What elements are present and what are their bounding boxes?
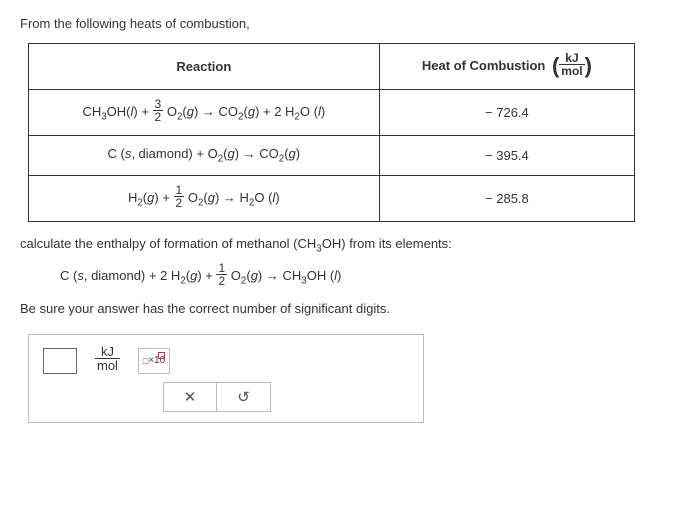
prompt-chem: (CH3OH) [293,236,345,251]
table-header-row: Reaction Heat of Combustion ( kJ mol ) [29,44,635,90]
clear-button[interactable]: ✕ [163,382,217,412]
heat-label: Heat of Combustion [422,58,546,73]
reset-icon: ↺ [237,388,250,406]
target-reaction: C (s, diamond) + 2 H2(g) + 12 O2(g) → CH… [60,264,680,289]
prompt-pre: calculate the enthalpy of formation of m… [20,236,293,251]
reactions-table: Reaction Heat of Combustion ( kJ mol ) C… [28,43,635,222]
heat-cell: − 395.4 [379,136,635,176]
answer-area: kJ mol □×10 ✕ ↺ [28,334,424,423]
col-reaction: Reaction [29,44,380,90]
prompt-post: from its elements: [349,236,452,251]
x-icon: ✕ [184,388,197,406]
reaction-cell: C (s, diamond) + O2(g) → CO2(g) [29,136,380,176]
heat-cell: − 285.8 [379,175,635,221]
table-row: H2(g) + 12 O2(g) → H2O (l) − 285.8 [29,175,635,221]
reset-button[interactable]: ↺ [217,382,271,412]
table-row: CH3OH(l) + 32 O2(g) → CO2(g) + 2 H2O (l)… [29,90,635,136]
exponent-box-icon [158,352,165,359]
col-heat: Heat of Combustion ( kJ mol ) [379,44,635,90]
reaction-cell: CH3OH(l) + 32 O2(g) → CO2(g) + 2 H2O (l) [29,90,380,136]
reaction-cell: H2(g) + 12 O2(g) → H2O (l) [29,175,380,221]
heat-unit: kJ mol [559,52,584,77]
answer-input[interactable] [43,348,77,374]
sci-notation-button[interactable]: □×10 [138,348,170,374]
prompt-text: calculate the enthalpy of formation of m… [20,236,680,255]
sigfig-note: Be sure your answer has the correct numb… [20,301,680,316]
intro-text: From the following heats of combustion, [20,16,680,31]
table-row: C (s, diamond) + O2(g) → CO2(g) − 395.4 [29,136,635,176]
heat-cell: − 726.4 [379,90,635,136]
answer-unit: kJ mol [95,347,120,374]
